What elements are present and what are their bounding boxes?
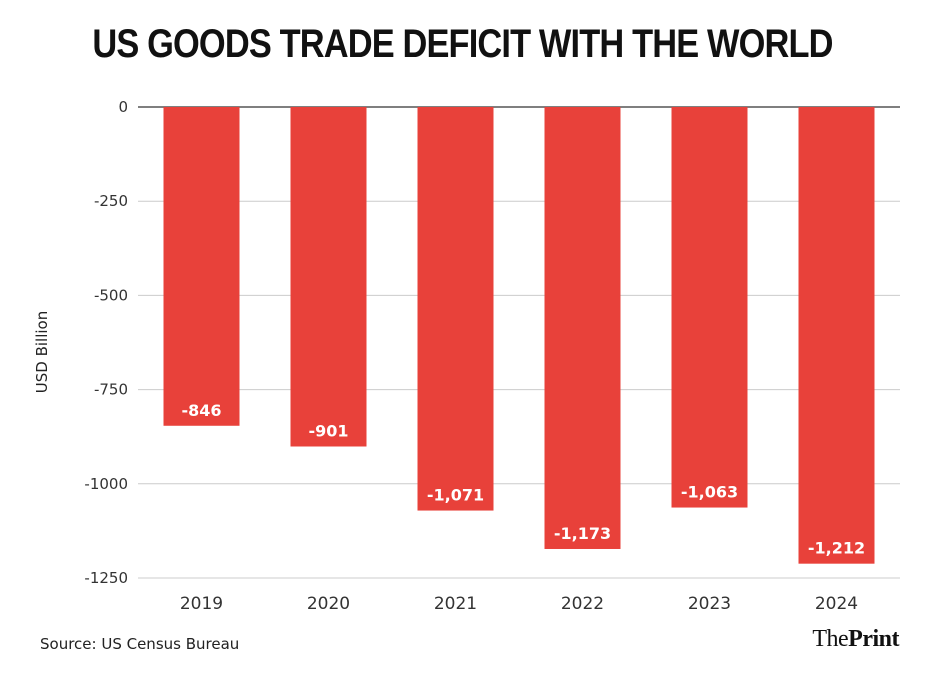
bar-2020 — [290, 107, 367, 447]
data-label: -846 — [181, 401, 221, 420]
source-note: Source: US Census Bureau — [40, 635, 240, 653]
data-label: -1,212 — [808, 539, 865, 558]
bar-2023 — [671, 107, 748, 508]
x-tick-label: 2021 — [434, 594, 477, 614]
bar-2019 — [163, 107, 240, 426]
grid-layer — [138, 106, 900, 579]
x-tick-label: 2022 — [561, 594, 604, 614]
chart-title: US GOODS TRADE DEFICIT WITH THE WORLD — [92, 22, 833, 66]
y-tick-label: -750 — [94, 381, 128, 399]
brand-logo-the: The — [812, 626, 849, 652]
bar-2024 — [798, 107, 875, 564]
y-tick-label: 0 — [118, 98, 128, 116]
label-layer: 0 -250 -500 -750 -1000 -1250 -846 2019 -901 2020 -… — [84, 98, 865, 614]
y-tick-label: -250 — [94, 192, 128, 210]
y-axis-label: USD Billion — [33, 311, 51, 393]
x-tick-label: 2023 — [688, 594, 731, 614]
bar-2021 — [417, 107, 494, 511]
y-tick-label: -1250 — [84, 569, 128, 587]
x-tick-label: 2019 — [180, 594, 223, 614]
data-label: -1,071 — [427, 486, 484, 505]
data-label: -1,173 — [554, 524, 611, 543]
y-tick-label: -500 — [94, 286, 128, 304]
data-label: -901 — [308, 421, 348, 440]
bar-2022 — [544, 107, 621, 549]
x-tick-label: 2024 — [815, 594, 858, 614]
data-label: -1,063 — [681, 483, 738, 502]
brand-logo-print: Print — [848, 626, 899, 652]
bar-layer — [163, 107, 875, 564]
brand-logo: ThePrint — [812, 626, 899, 653]
x-tick-label: 2020 — [307, 594, 350, 614]
y-tick-label: -1000 — [84, 475, 128, 493]
